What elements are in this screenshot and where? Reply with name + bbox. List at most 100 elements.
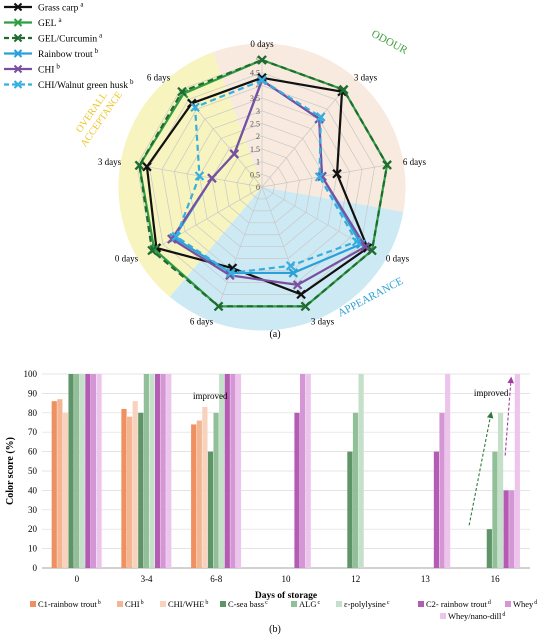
radial-tick-label: 4 (256, 81, 260, 90)
y-tick-label: 100 (24, 369, 38, 379)
x-tick-label: 6-8 (210, 574, 222, 584)
legend-label: C2- rainbow troutd (426, 599, 491, 609)
marker-grass-carp (296, 289, 306, 300)
legend-swatch (418, 601, 424, 607)
bar-alg (492, 451, 498, 568)
bar-whey-nano-dill (166, 374, 172, 568)
bar-chi-whe (62, 412, 69, 568)
marker-chi-walnut-green-husk (314, 172, 325, 182)
marker-grass-carp (142, 161, 152, 172)
x-tick-label: 16 (491, 574, 501, 584)
marker-chi (229, 149, 240, 159)
axis-label: 6 days (190, 316, 214, 326)
marker-gel-curcumin (147, 245, 157, 256)
legend-label: GEL/Curcumin a (38, 32, 103, 45)
legend-swatch (336, 601, 342, 607)
legend-marker (13, 2, 23, 12)
legend-label: ALGc (299, 599, 320, 609)
marker-chi-walnut-green-husk (194, 171, 205, 181)
axis-label: 3 days (311, 316, 335, 326)
bar-alg (352, 412, 359, 568)
marker-chi-walnut-green-husk (285, 260, 296, 271)
series-chi (170, 78, 367, 287)
marker-gel-curcumin (367, 245, 377, 256)
bar-c2-rainbow-trout (503, 490, 509, 568)
radar-grid-ring (186, 110, 338, 259)
legend-swatch (440, 613, 446, 619)
legend-marker (13, 64, 23, 74)
x-tick-label: 0 (75, 574, 80, 584)
axis-label: 3 days (354, 72, 378, 82)
bar-c2-rainbow-trout (85, 374, 91, 568)
legend-marker (13, 33, 23, 43)
marker-gel-curcumin (338, 84, 349, 95)
annotation-improved: improved (474, 388, 509, 398)
y-tick-label: 10 (28, 544, 38, 554)
marker-chi-walnut-green-husk (315, 112, 326, 122)
x-tick-label: 3-4 (141, 574, 153, 584)
bar-whey (300, 374, 306, 568)
x-tick-label: 10 (282, 574, 292, 584)
radial-tick-label: 1.5 (250, 145, 260, 154)
marker-gel-curcumin (134, 160, 145, 171)
marker-chi-walnut-green-husk (190, 102, 200, 113)
radial-tick-label: 2.5 (250, 120, 260, 129)
y-tick-label: 40 (28, 485, 38, 495)
radar-spoke (261, 89, 344, 188)
bar-alg (74, 374, 80, 568)
bar-legend: C1-rainbow troutb CHIb CHI/WHEb C-sea bassc… (30, 599, 537, 621)
bar-c2-rainbow-trout (154, 374, 161, 568)
series-chi-walnut-green-husk (174, 79, 359, 275)
marker-chi-walnut-green-husk (171, 231, 181, 242)
series-gel-curcumin (138, 58, 389, 308)
panel-b-label: (b) (269, 624, 281, 635)
radar-grid-ring (174, 97, 350, 271)
radial-tick-label: 3 (256, 107, 260, 116)
radial-tick-label: 4.5 (250, 69, 260, 78)
axis-label: 0 days (386, 254, 410, 264)
annotation-improved: improved (193, 391, 228, 401)
legend-label: Grass carp a (38, 1, 84, 14)
bar-c-sea-bass (486, 529, 492, 568)
axis-label: 0 days (250, 39, 274, 49)
legend-label: GEL a (38, 16, 62, 29)
bar-c-sea-bass (347, 451, 353, 568)
legend-label: CHIb (125, 599, 144, 609)
bar-c-sea-bass (68, 374, 74, 568)
radar-grid-ring (236, 161, 288, 212)
bar-alg (143, 374, 149, 568)
bar-polylysine (358, 374, 364, 568)
bar-whey-nano-dill (96, 374, 102, 568)
y-tick-label: 90 (28, 388, 38, 398)
bar-polylysine (149, 374, 155, 568)
legend-marker (13, 18, 23, 27)
y-axis-title: Color score (%) (5, 437, 16, 505)
radar-grid-ring (224, 148, 300, 224)
bar-c1-rainbow-trout (121, 408, 127, 568)
radial-tick-label: 2 (256, 132, 260, 141)
legend-label: CHI/WHEb (168, 599, 208, 609)
bar-chi-whe (132, 401, 138, 568)
bar-c-sea-bass (207, 451, 214, 568)
x-tick-label: 12 (351, 574, 360, 584)
legend-label: Rainbow trout b (38, 47, 99, 60)
bar-c1-rainbow-trout (51, 401, 57, 568)
group-label-overall-acceptance: OVERALLACCEPTANCE (69, 83, 125, 149)
radar-spoke (261, 164, 388, 188)
axis-label: 3 days (98, 157, 122, 167)
y-tick-label: 80 (28, 408, 38, 418)
marker-gel-curcumin (257, 55, 267, 65)
y-tick-label: 20 (28, 524, 38, 534)
bar-whey (160, 374, 166, 568)
bar-whey (439, 412, 445, 568)
bar-chi (196, 420, 202, 568)
legend-swatch (30, 601, 36, 607)
bar-whey-nano-dill (235, 374, 242, 568)
panel-a-label: (a) (269, 329, 280, 340)
radial-tick-label: 0.5 (250, 170, 260, 179)
marker-chi-walnut-green-husk (225, 268, 236, 278)
bar-whey (90, 374, 97, 568)
y-tick-label: 70 (28, 427, 38, 437)
